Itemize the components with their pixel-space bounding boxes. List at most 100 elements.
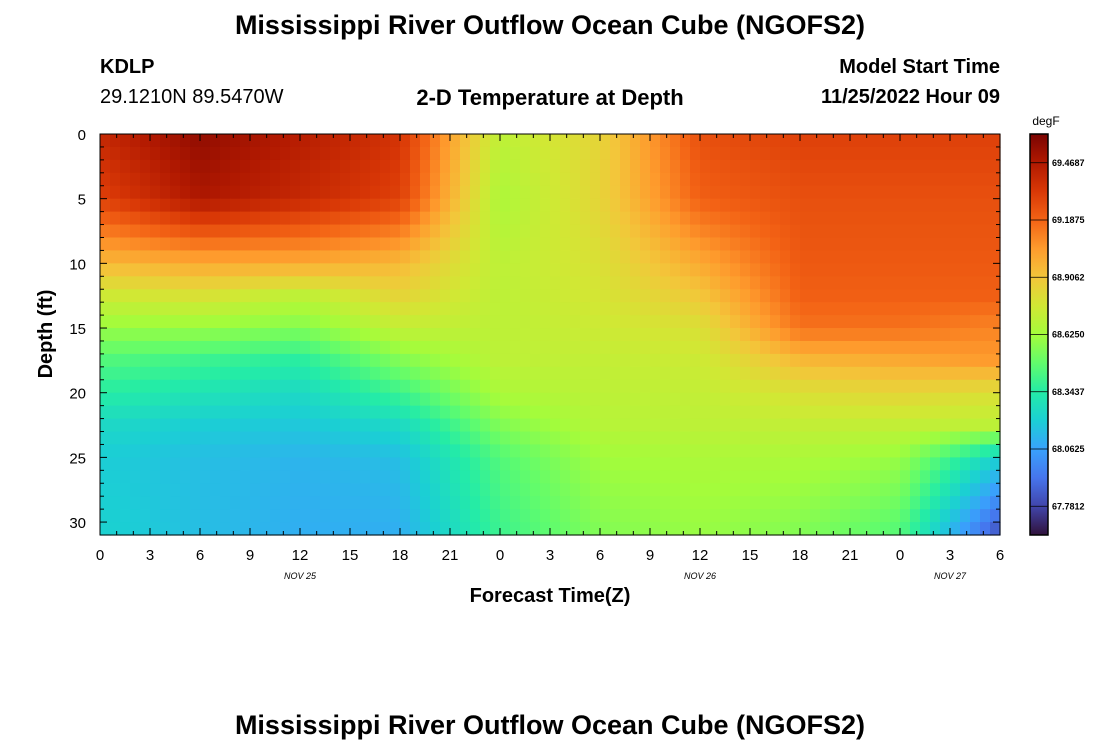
heatmap-cell xyxy=(750,509,761,523)
heatmap-cell xyxy=(450,522,461,536)
heatmap-cell xyxy=(880,366,891,381)
heatmap-cell xyxy=(810,328,821,342)
heatmap-cell xyxy=(740,418,751,433)
heatmap-cell xyxy=(740,224,751,239)
heatmap-cell xyxy=(310,457,321,471)
heatmap-cell xyxy=(920,509,931,523)
heatmap-cell xyxy=(490,328,501,342)
heatmap-cell xyxy=(790,185,801,200)
heatmap-cell xyxy=(760,444,771,458)
heatmap-cell xyxy=(370,392,381,407)
heatmap-cell xyxy=(860,496,871,510)
heatmap-cell xyxy=(430,146,441,161)
heatmap-cell xyxy=(180,250,191,264)
heatmap-cell xyxy=(640,509,651,523)
heatmap-cell xyxy=(790,315,801,329)
heatmap-cell xyxy=(860,483,871,497)
heatmap-cell xyxy=(910,405,921,420)
heatmap-cell xyxy=(480,302,491,316)
heatmap-cell xyxy=(670,405,681,420)
heatmap-cell xyxy=(950,328,961,342)
heatmap-cell xyxy=(300,185,311,200)
heatmap-cell xyxy=(130,366,141,381)
heatmap-cell xyxy=(180,522,191,536)
heatmap-cell xyxy=(440,418,451,433)
heatmap-cell xyxy=(540,276,551,290)
heatmap-cell xyxy=(820,328,831,342)
heatmap-cell xyxy=(100,211,111,226)
heatmap-cell xyxy=(630,250,641,264)
heatmap-cell xyxy=(160,522,171,536)
heatmap-cell xyxy=(190,431,201,446)
heatmap-cell xyxy=(460,250,471,264)
heatmap-cell xyxy=(330,418,341,433)
heatmap-cell xyxy=(720,146,731,161)
heatmap-cell xyxy=(820,250,831,264)
heatmap-cell xyxy=(130,237,141,252)
heatmap-cell xyxy=(210,289,221,303)
heatmap-cell xyxy=(940,250,951,264)
heatmap-cell xyxy=(460,185,471,200)
heatmap-cell xyxy=(320,509,331,523)
heatmap-cell xyxy=(370,289,381,303)
x-tick-label: 18 xyxy=(792,547,809,564)
heatmap-cell xyxy=(990,444,1001,458)
heatmap-cell xyxy=(270,340,281,355)
heatmap-cell xyxy=(290,302,301,316)
heatmap-cell xyxy=(620,237,631,252)
heatmap-cell xyxy=(480,457,491,471)
heatmap-cell xyxy=(110,302,121,316)
heatmap-cell xyxy=(810,315,821,329)
heatmap-cell xyxy=(880,418,891,433)
heatmap-cell xyxy=(580,237,591,252)
heatmap-cell xyxy=(360,328,371,342)
heatmap-cell xyxy=(780,172,791,187)
heatmap-cell xyxy=(790,379,801,394)
heatmap-cell xyxy=(270,159,281,174)
heatmap-cell xyxy=(170,263,181,277)
colorbar-tick-label: 69.4687 xyxy=(1052,158,1085,168)
heatmap-cell xyxy=(640,405,651,420)
heatmap-cell xyxy=(920,211,931,226)
heatmap-cell xyxy=(570,431,581,446)
x-tick-label: 6 xyxy=(596,547,604,564)
heatmap-cell xyxy=(620,302,631,316)
heatmap-cell xyxy=(750,496,761,510)
heatmap-cell xyxy=(940,509,951,523)
heatmap-cell xyxy=(620,496,631,510)
heatmap-cell xyxy=(620,353,631,368)
heatmap-cell xyxy=(550,211,561,226)
heatmap-cell xyxy=(960,353,971,368)
heatmap-cell xyxy=(680,315,691,329)
heatmap-cell xyxy=(240,172,251,187)
heatmap-cell xyxy=(230,340,241,355)
heatmap-cell xyxy=(190,379,201,394)
heatmap-cell xyxy=(410,444,421,458)
heatmap-cell xyxy=(160,418,171,433)
heatmap-cell xyxy=(140,198,151,213)
heatmap-cell xyxy=(770,185,781,200)
heatmap-cell xyxy=(570,159,581,174)
heatmap-cell xyxy=(140,276,151,290)
heatmap-cell xyxy=(610,340,621,355)
heatmap-cell xyxy=(540,522,551,536)
heatmap-cell xyxy=(390,237,401,252)
heatmap-cell xyxy=(680,457,691,471)
heatmap-cell xyxy=(410,457,421,471)
heatmap-cell xyxy=(980,431,991,446)
heatmap-cell xyxy=(940,302,951,316)
heatmap-cell xyxy=(370,263,381,277)
heatmap-cell xyxy=(380,470,391,484)
heatmap-cell xyxy=(510,522,521,536)
heatmap-cell xyxy=(880,496,891,510)
heatmap-cell xyxy=(300,483,311,497)
heatmap-cell xyxy=(390,405,401,420)
heatmap-cell xyxy=(670,470,681,484)
heatmap-cell xyxy=(550,457,561,471)
heatmap-cell xyxy=(360,522,371,536)
heatmap-cell xyxy=(320,159,331,174)
heatmap-cell xyxy=(370,198,381,213)
heatmap-cell xyxy=(230,379,241,394)
heatmap-cell xyxy=(520,496,531,510)
heatmap-cell xyxy=(910,379,921,394)
